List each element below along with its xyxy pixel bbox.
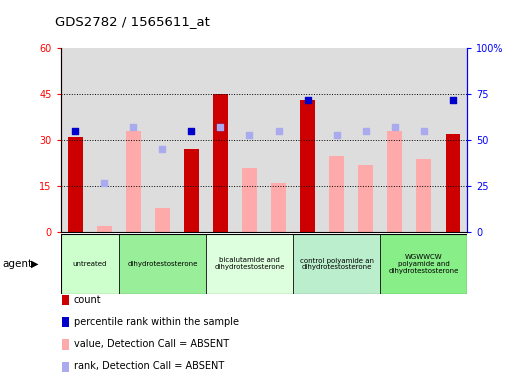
Point [275,128,283,134]
FancyBboxPatch shape [61,234,119,294]
Bar [388,131,402,232]
Point [361,128,370,134]
Bar [155,208,169,232]
Bar [119,48,148,232]
Text: WGWWCW
polyamide and
dihydrotestosterone: WGWWCW polyamide and dihydrotestosterone [389,254,459,274]
Bar [359,165,373,232]
Point [187,128,196,134]
FancyBboxPatch shape [119,234,206,294]
Point [216,124,225,130]
Point [303,96,312,103]
Bar [293,48,322,232]
FancyBboxPatch shape [380,234,467,294]
Point [216,124,225,130]
Point [245,132,254,138]
FancyBboxPatch shape [293,234,380,294]
Bar [177,48,206,232]
Bar [351,48,380,232]
Text: dihydrotestosterone: dihydrotestosterone [127,261,197,267]
Bar [62,295,69,305]
Bar [62,362,69,372]
Text: rank, Detection Call = ABSENT: rank, Detection Call = ABSENT [74,361,224,371]
Bar [329,156,344,232]
Bar [148,48,177,232]
Bar [235,48,264,232]
Bar [90,48,119,232]
Text: ▶: ▶ [31,259,38,269]
Point [158,146,167,152]
Bar [438,48,467,232]
Point [391,124,399,130]
Bar [322,48,351,232]
Bar [62,317,69,327]
Bar [380,48,409,232]
Point [100,179,109,185]
Bar [97,226,111,232]
Bar [213,94,228,232]
Point [333,132,341,138]
Text: value, Detection Call = ABSENT: value, Detection Call = ABSENT [74,339,229,349]
Text: bicalutamide and
dihydrotestosterone: bicalutamide and dihydrotestosterone [214,258,285,270]
Bar [417,159,431,232]
Text: untreated: untreated [72,261,107,267]
Bar [271,183,286,232]
Text: agent: agent [3,259,33,269]
Bar [242,168,257,232]
Text: count: count [74,295,101,305]
Text: GDS2782 / 1565611_at: GDS2782 / 1565611_at [55,15,210,28]
Bar [300,100,315,232]
Point [129,124,138,130]
Bar [61,48,90,232]
Text: percentile rank within the sample: percentile rank within the sample [74,317,239,327]
Text: control polyamide an
dihydrotestosterone: control polyamide an dihydrotestosterone [299,258,374,270]
Point [420,128,428,134]
Bar [126,131,140,232]
Bar [206,48,235,232]
Bar [446,134,460,232]
Point [71,128,80,134]
Bar [62,339,69,349]
FancyBboxPatch shape [206,234,293,294]
Bar [184,149,199,232]
Bar [409,48,438,232]
Bar [264,48,293,232]
Bar [68,137,82,232]
Point [449,96,457,103]
